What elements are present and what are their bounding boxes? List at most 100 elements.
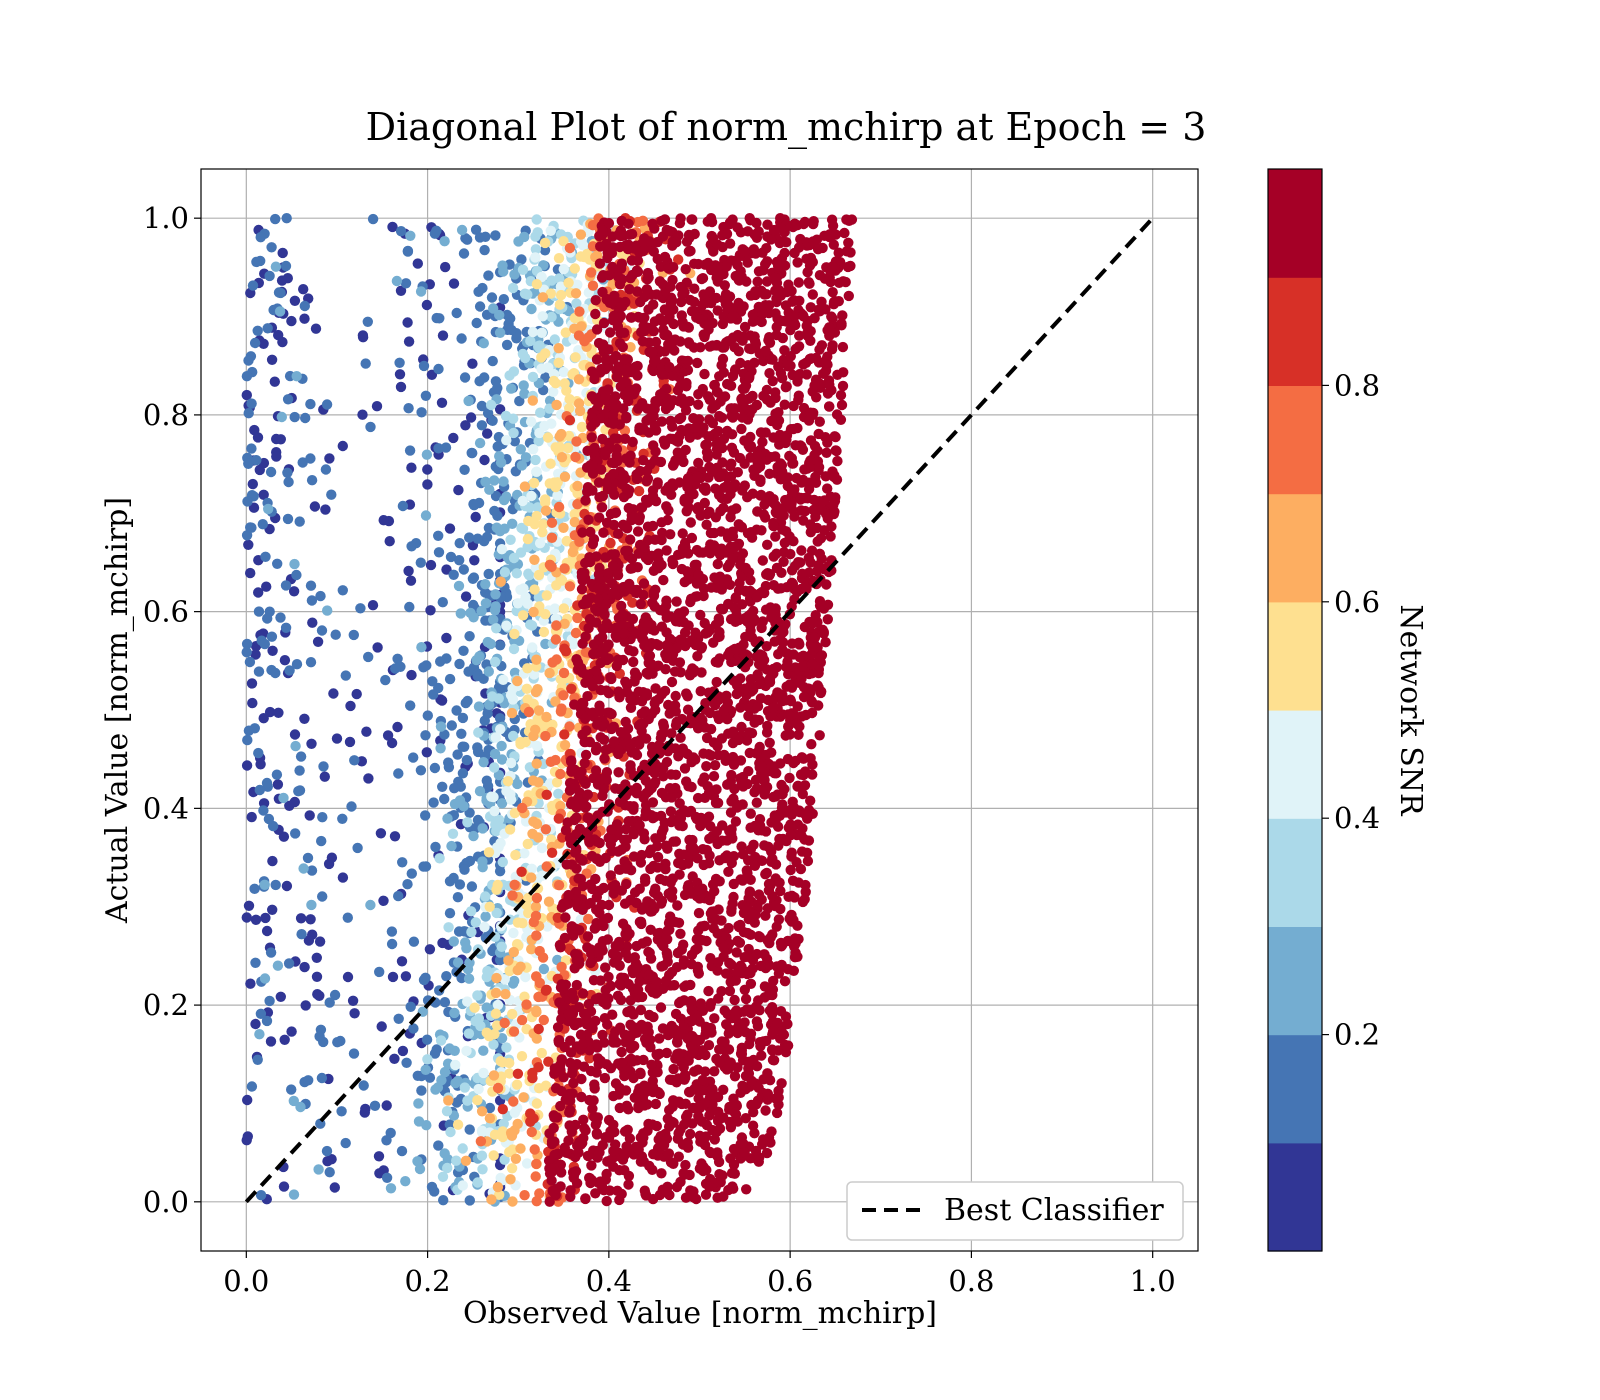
scatter-point <box>507 1008 518 1020</box>
scatter-point <box>705 213 717 224</box>
scatter-point <box>695 998 707 1009</box>
scatter-point <box>490 987 502 999</box>
scatter-point <box>306 865 318 876</box>
scatter-point <box>281 213 292 224</box>
scatter-point <box>687 214 698 225</box>
scatter-point <box>745 625 756 636</box>
scatter-point <box>508 946 519 958</box>
scatter-point <box>305 657 317 668</box>
scatter-point <box>472 1095 483 1106</box>
scatter-point <box>441 1106 453 1117</box>
scatter-point <box>676 310 687 321</box>
scatter-point <box>509 975 520 987</box>
scatter-point <box>551 399 562 411</box>
scatter-point <box>753 995 764 1006</box>
scatter-point <box>634 820 645 831</box>
scatter-point <box>418 861 429 872</box>
scatter-point <box>342 912 353 923</box>
scatter-point <box>497 1104 508 1115</box>
scatter-point <box>288 1189 300 1200</box>
scatter-point <box>632 255 644 266</box>
scatter-point <box>270 213 281 225</box>
scatter-point <box>518 380 529 391</box>
scatter-point <box>425 605 436 616</box>
scatter-point <box>490 819 501 830</box>
scatter-point <box>456 728 467 739</box>
scatter-point <box>553 343 564 354</box>
scatter-point <box>258 338 269 349</box>
scatter-point <box>295 751 307 762</box>
scatter-point <box>448 569 459 580</box>
scatter-point <box>709 527 720 539</box>
scatter-point <box>299 313 310 324</box>
scatter-point <box>400 278 412 289</box>
scatter-point <box>505 1174 516 1185</box>
scatter-point <box>241 760 253 771</box>
scatter-point <box>545 288 556 299</box>
scatter-point <box>263 813 275 825</box>
scatter-point <box>402 879 413 890</box>
scatter-point <box>680 1159 691 1171</box>
scatter-point <box>326 489 337 500</box>
scatter-point <box>437 937 448 949</box>
scatter-point <box>796 545 807 556</box>
scatter-point <box>559 378 570 389</box>
scatter-point <box>594 258 606 269</box>
scatter-point <box>559 471 571 482</box>
scatter-point <box>843 290 854 302</box>
scatter-point <box>550 634 562 645</box>
scatter-point <box>266 242 277 253</box>
scatter-point <box>531 466 542 477</box>
scatter-point <box>530 724 541 735</box>
scatter-point <box>603 971 614 983</box>
scatter-point <box>739 321 751 333</box>
scatter-point <box>385 1183 397 1194</box>
scatter-point <box>535 407 546 418</box>
scatter-point <box>420 1064 431 1076</box>
scatter-point <box>560 327 571 338</box>
scatter-point <box>782 1040 794 1051</box>
scatter-point <box>709 1134 720 1145</box>
scatter-point <box>416 642 427 653</box>
scatter-point <box>655 873 666 885</box>
scatter-point <box>443 1095 454 1106</box>
scatter-point <box>319 771 330 782</box>
scatter-point <box>558 366 569 378</box>
scatter-point <box>400 1176 411 1187</box>
scatter-point <box>516 1014 528 1026</box>
scatter-point <box>558 522 569 533</box>
scatter-point <box>533 705 545 716</box>
scatter-point <box>529 519 540 530</box>
scatter-point <box>635 598 646 610</box>
scatter-point <box>463 1028 475 1039</box>
scatter-point <box>622 243 634 255</box>
scatter-point <box>513 236 524 247</box>
scatter-point <box>281 880 293 892</box>
scatter-point <box>508 643 520 655</box>
scatter-point <box>786 909 797 921</box>
scatter-point <box>703 985 714 997</box>
scatter-point <box>320 464 332 475</box>
scatter-point <box>776 1078 787 1089</box>
scatter-point <box>514 395 525 407</box>
scatter-point <box>658 960 669 971</box>
scatter-point <box>306 899 317 911</box>
scatter-point <box>504 1068 515 1079</box>
scatter-point <box>553 253 565 264</box>
scatter-point <box>556 961 567 973</box>
scatter-point <box>476 400 488 412</box>
scatter-point <box>265 1036 277 1047</box>
scatter-point <box>677 1139 689 1150</box>
scatter-point <box>572 499 583 510</box>
scatter-point <box>459 864 470 875</box>
scatter-point <box>361 726 372 737</box>
scatter-point <box>710 543 721 554</box>
scatter-point <box>819 273 831 284</box>
scatter-point <box>476 605 487 617</box>
scatter-point <box>648 299 659 310</box>
scatter-point <box>577 527 588 538</box>
scatter-point <box>317 812 328 823</box>
scatter-point <box>595 975 606 986</box>
scatter-point <box>576 421 588 433</box>
scatter-point <box>242 734 253 746</box>
